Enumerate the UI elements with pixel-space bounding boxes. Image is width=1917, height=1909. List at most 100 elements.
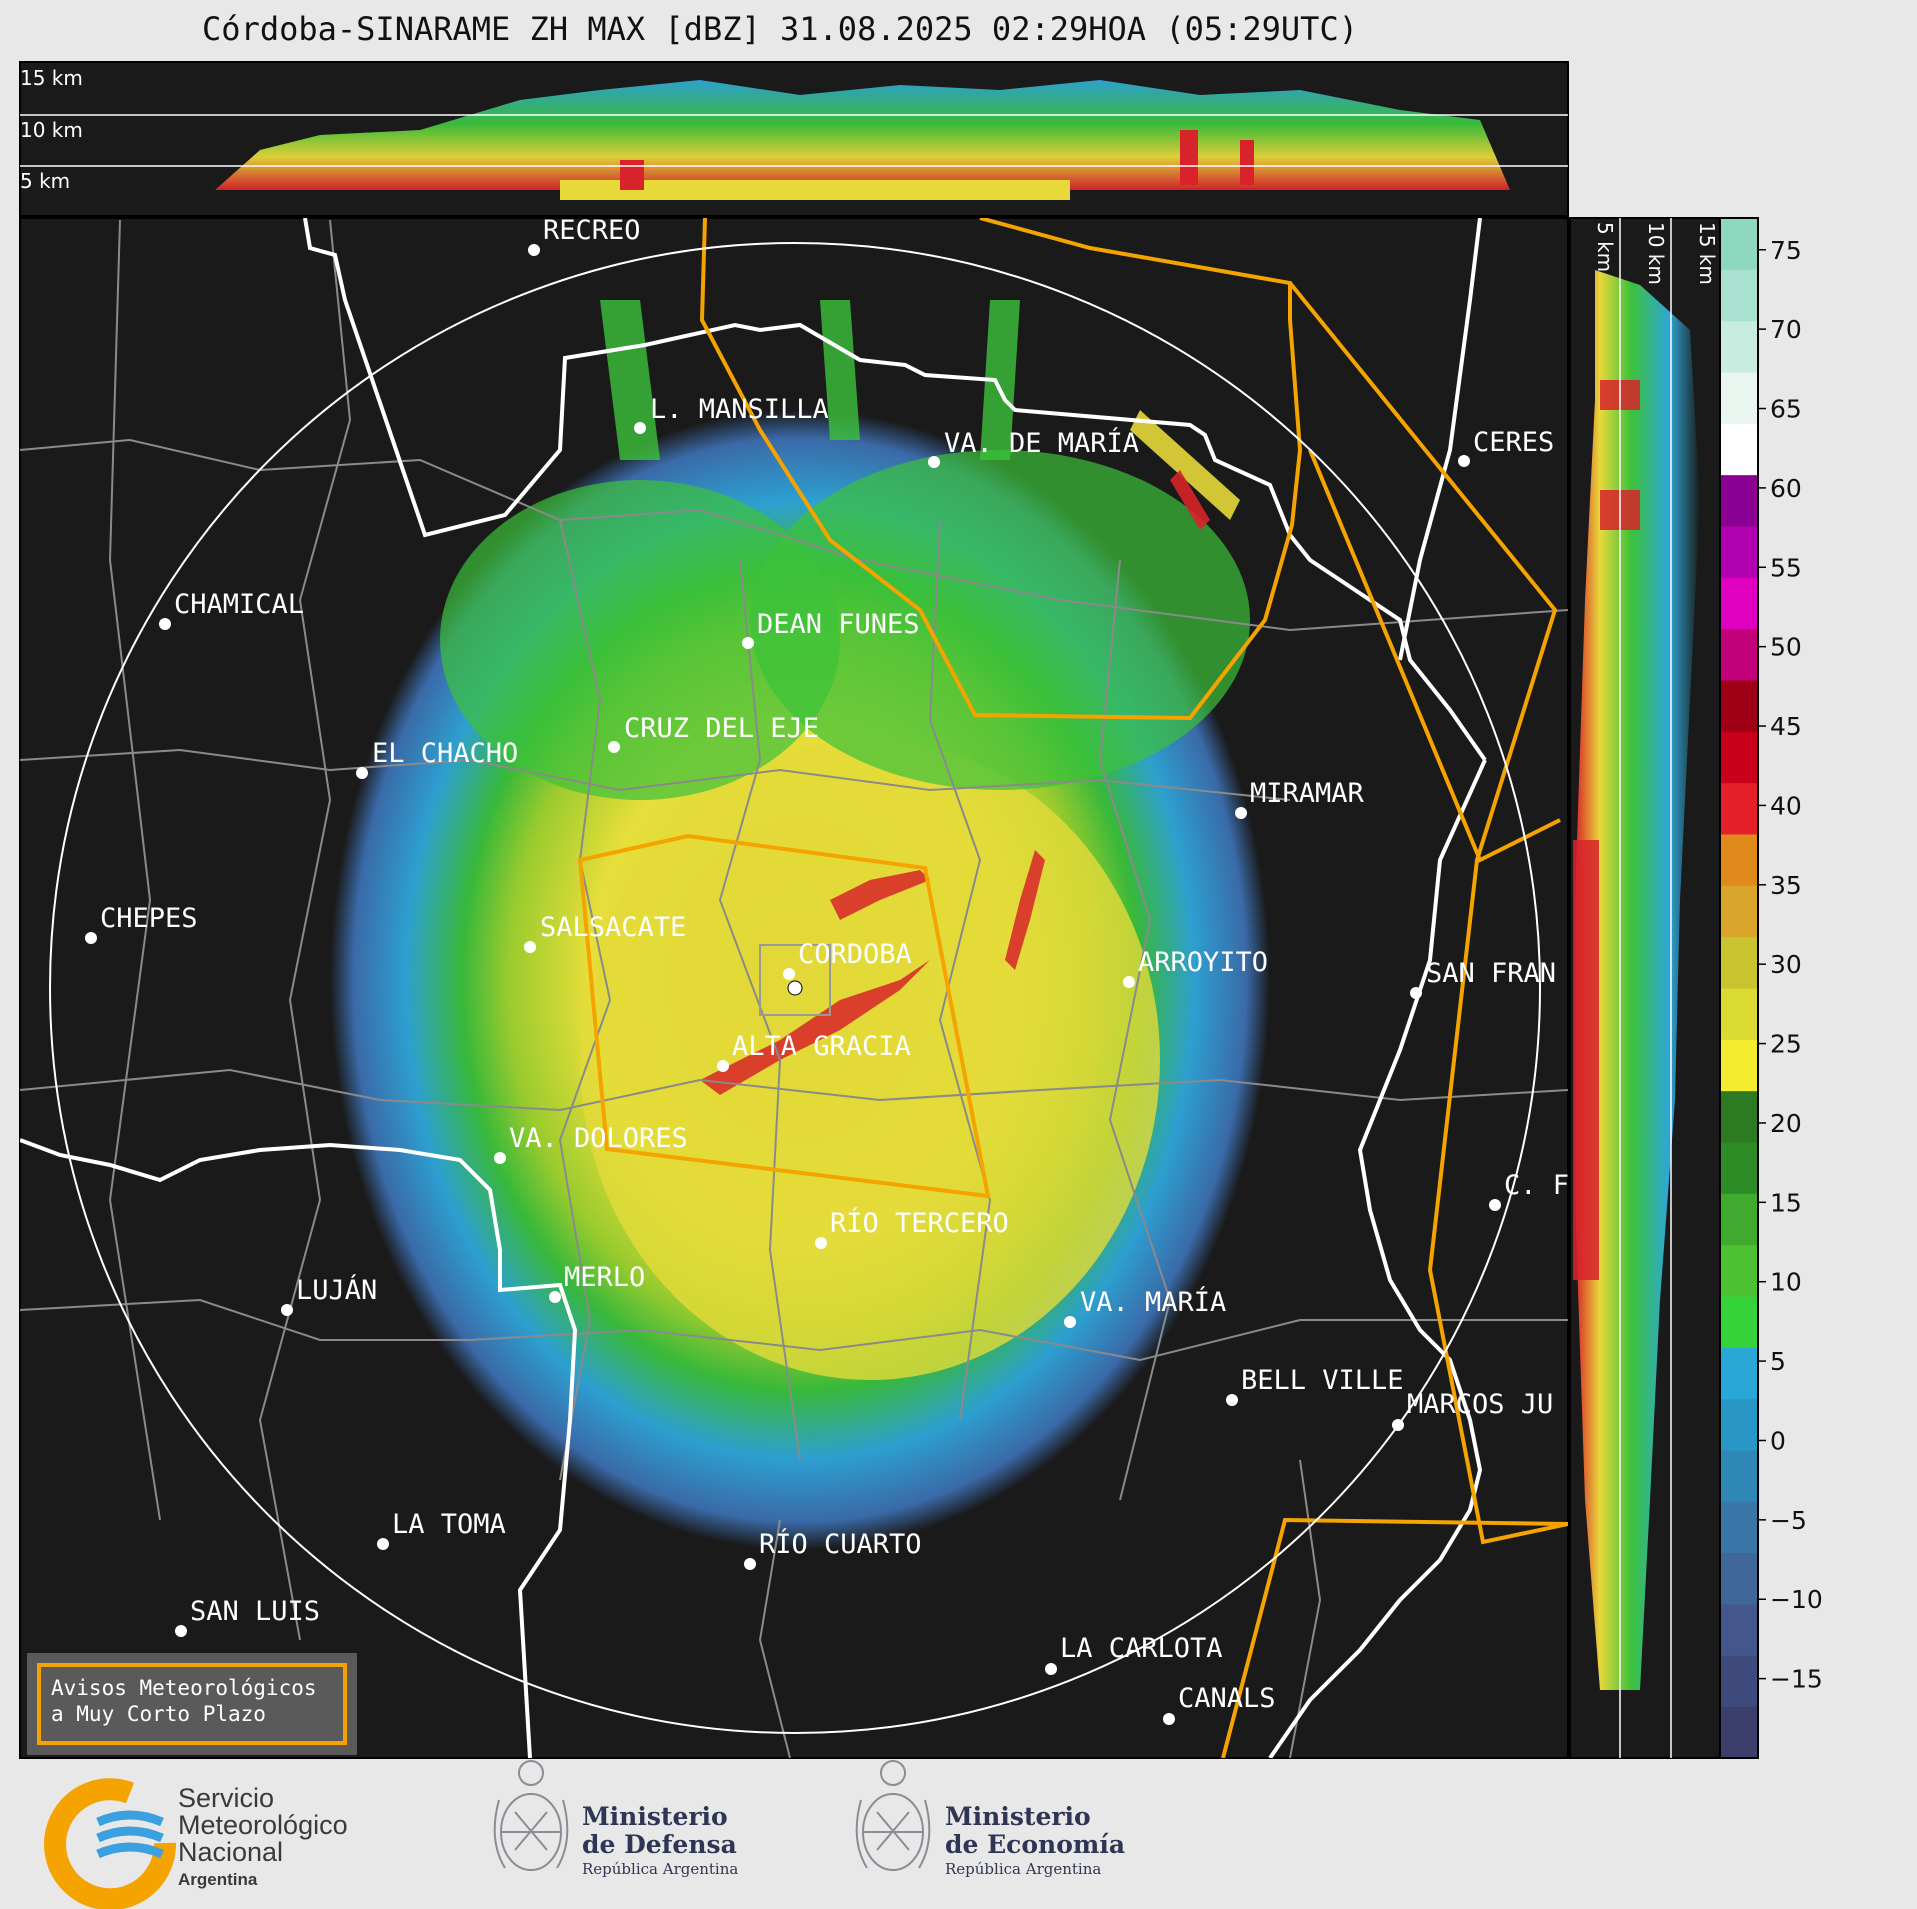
radar-site-marker: [787, 980, 803, 996]
svg-text:DEAN FUNES: DEAN FUNES: [757, 609, 920, 640]
top-label-15km: 15 km: [20, 66, 83, 90]
smn-logo-icon: [44, 1778, 177, 1909]
smn-logo-text: Servicio Meteorológico Nacional Argentin…: [178, 1785, 348, 1893]
colorbar-segment: [1720, 1604, 1758, 1656]
colorbar-segment: [1720, 1347, 1758, 1400]
city-va-maria: VA. MARÍA: [1064, 1286, 1226, 1328]
economia-line1: Ministerio: [945, 1802, 1091, 1831]
colorbar-tick-label: 5: [1770, 1347, 1786, 1376]
economia-line3: República Argentina: [945, 1860, 1102, 1878]
colorbar-tick-label: 65: [1770, 395, 1802, 424]
colorbar-segment: [1720, 1296, 1758, 1348]
city-rio-tercero: RÍO TERCERO: [815, 1207, 1009, 1249]
province-boundaries: [20, 218, 1487, 1758]
city-bell-ville: BELL VILLE: [1226, 1365, 1404, 1406]
city-va-de-maria: VA. DE MARÍA: [928, 427, 1139, 468]
radar-site-box: [759, 944, 831, 1016]
radar-echo: [330, 300, 1270, 1550]
svg-text:ALTA GRACIA: ALTA GRACIA: [732, 1031, 911, 1062]
city-la-toma: LA TOMA: [377, 1509, 506, 1550]
colorbar-segment: [1720, 1398, 1758, 1451]
colorbar-segment: [1720, 731, 1758, 784]
city-va-dolores: VA. DOLORES: [494, 1123, 688, 1164]
colorbar-segment: [1720, 680, 1758, 732]
svg-text:L. MANSILLA: L. MANSILLA: [650, 394, 829, 425]
map-title: Córdoba-SINARAME ZH MAX [dBZ] 31.08.2025…: [202, 10, 1358, 48]
city-ceres: CERES: [1458, 427, 1554, 467]
svg-text:CERES: CERES: [1473, 427, 1554, 458]
colorbar-segment: [1720, 423, 1758, 476]
colorbar-tick-label: −15: [1770, 1665, 1823, 1694]
svg-text:LA TOMA: LA TOMA: [392, 1509, 506, 1540]
colorbar-segment: [1720, 834, 1758, 886]
colorbar-segment: [1720, 936, 1758, 989]
city-merlo: MERLO: [549, 1262, 645, 1303]
city-san-fran: SAN FRAN: [1410, 958, 1556, 999]
svg-text:CORDOBA: CORDOBA: [798, 939, 912, 970]
city-el-chacho: EL CHACHO: [356, 738, 518, 779]
colorbar-segment: [1720, 1090, 1758, 1143]
city-miramar: MIRAMAR: [1235, 778, 1365, 819]
warning-polygon-central: [577, 833, 991, 1199]
warning-legend-line2: a Muy Corto Plazo: [51, 1702, 266, 1726]
colorbar-segments: [1720, 218, 1758, 1759]
colorbar-segment: [1720, 577, 1758, 630]
svg-text:SAN FRAN: SAN FRAN: [1426, 958, 1556, 989]
colorbar-tick-label: 60: [1770, 474, 1802, 503]
city-rio-cuarto: RÍO CUARTO: [744, 1528, 922, 1570]
city-arroyito: ARROYITO: [1123, 947, 1268, 988]
colorbar-tick-label: 50: [1770, 633, 1802, 662]
economia-logo-text: Ministerio de Economía República Argenti…: [945, 1803, 1125, 1879]
svg-text:RÍO TERCERO: RÍO TERCERO: [830, 1207, 1009, 1239]
colorbar-segment: [1720, 1501, 1758, 1554]
svg-text:LA CARLOTA: LA CARLOTA: [1060, 1633, 1223, 1664]
svg-text:MERLO: MERLO: [564, 1262, 645, 1293]
colorbar-segment: [1720, 628, 1758, 681]
colorbar-tick-label: 55: [1770, 553, 1802, 582]
colorbar-segment: [1720, 1142, 1758, 1194]
colorbar-segment: [1720, 1655, 1758, 1708]
range-ring-outer: [49, 242, 1541, 1734]
economia-coat-of-arms-icon: [855, 1760, 931, 1871]
svg-text:VA. DE MARÍA: VA. DE MARÍA: [944, 427, 1139, 459]
colorbar-segment: [1720, 269, 1758, 322]
top-label-5km: 5 km: [20, 169, 70, 193]
defensa-line3: República Argentina: [582, 1860, 739, 1878]
smn-line2: Meteorológico: [178, 1810, 348, 1840]
city-alta-gracia: ALTA GRACIA: [717, 1031, 911, 1072]
colorbar-segment: [1720, 526, 1758, 578]
svg-text:VA. DOLORES: VA. DOLORES: [509, 1123, 688, 1154]
city-salsacate: SALSACATE: [524, 912, 686, 953]
city-dean-funes: DEAN FUNES: [742, 609, 920, 649]
svg-text:CHAMICAL: CHAMICAL: [174, 589, 304, 620]
warning-legend-frame: Avisos Meteorológicos a Muy Corto Plazo: [37, 1663, 347, 1745]
colorbar-segment: [1720, 1039, 1758, 1092]
defensa-line2: de Defensa: [582, 1830, 737, 1859]
warning-polygons: [577, 218, 1568, 1758]
side-label-5km: 5 km: [1593, 222, 1617, 272]
colorbar-tick-label: 20: [1770, 1109, 1802, 1138]
defensa-coat-of-arms-icon: [493, 1760, 569, 1871]
defensa-logo-text: Ministerio de Defensa República Argentin…: [582, 1803, 738, 1879]
colorbar-tick-label: 10: [1770, 1268, 1802, 1297]
warning-legend-box: Avisos Meteorológicos a Muy Corto Plazo: [27, 1653, 357, 1755]
svg-text:EL CHACHO: EL CHACHO: [372, 738, 518, 769]
colorbar-segment: [1720, 782, 1758, 835]
colorbar-segment: [1720, 320, 1758, 373]
colorbar-tick-label: 45: [1770, 712, 1802, 741]
colorbar-tick-label: 25: [1770, 1030, 1802, 1059]
city-chamical: CHAMICAL: [159, 589, 304, 630]
city-canals: CANALS: [1163, 1683, 1276, 1725]
svg-text:ARROYITO: ARROYITO: [1138, 947, 1268, 978]
city-chepes: CHEPES: [85, 903, 198, 944]
svg-text:BELL VILLE: BELL VILLE: [1241, 1365, 1404, 1396]
svg-text:CANALS: CANALS: [1178, 1683, 1276, 1714]
city-cordoba: CORDOBA: [783, 939, 912, 980]
smn-line1: Servicio: [178, 1783, 275, 1813]
colorbar-segment: [1720, 1706, 1758, 1759]
svg-text:SALSACATE: SALSACATE: [540, 912, 686, 943]
top-cross-section-panel: 15 km 10 km 5 km: [19, 61, 1569, 217]
